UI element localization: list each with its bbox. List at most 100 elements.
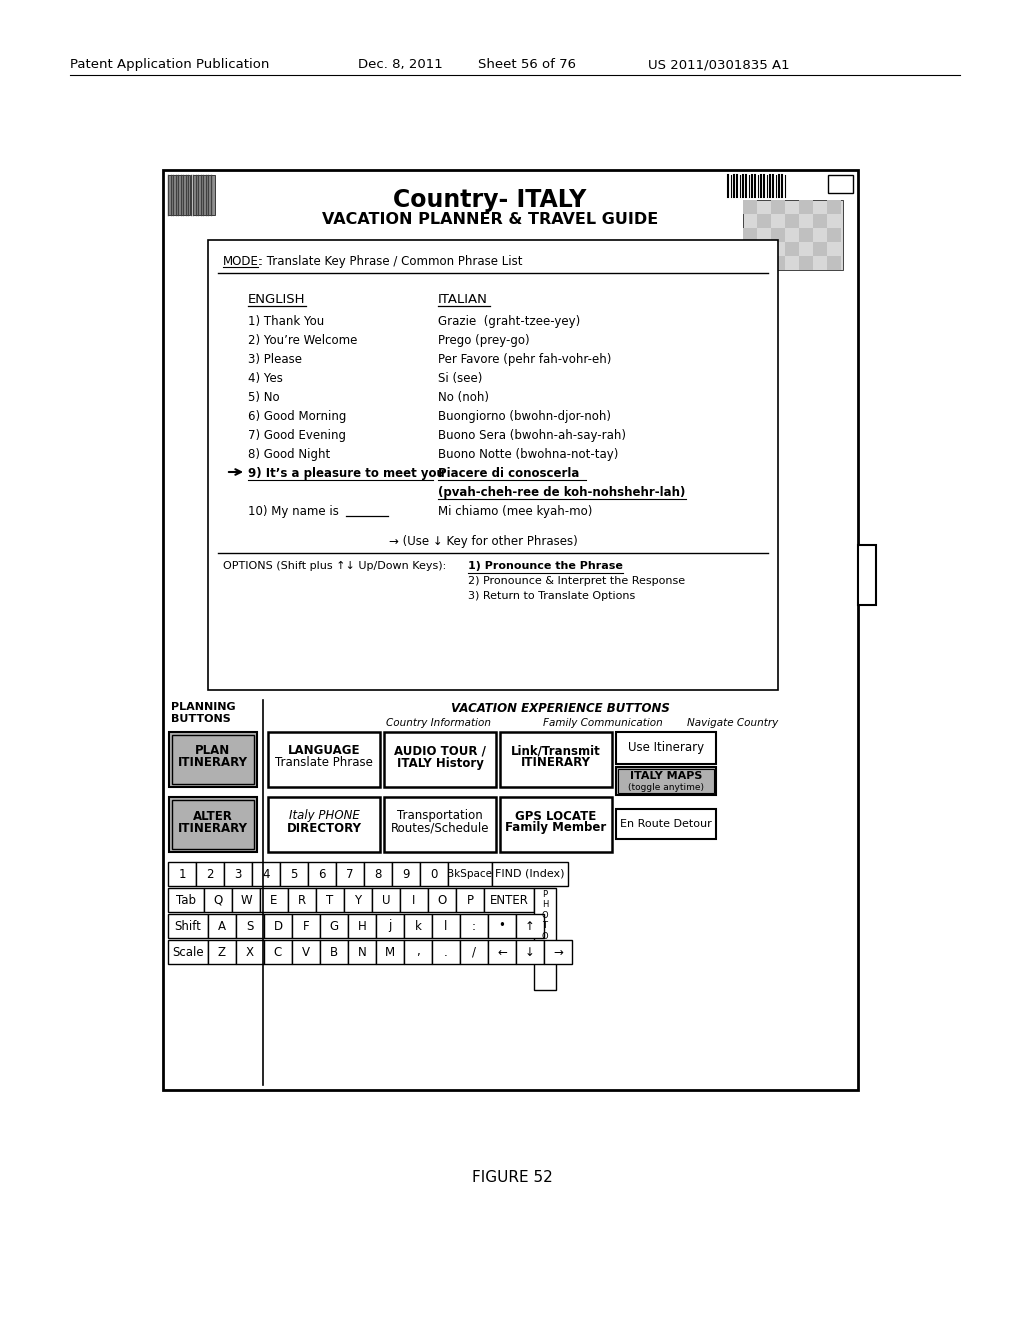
Bar — [208, 913, 236, 939]
Text: G: G — [330, 920, 339, 932]
Bar — [193, 176, 215, 215]
Bar — [828, 176, 853, 193]
Text: ALTER: ALTER — [194, 809, 232, 822]
Text: Per Favore (pehr fah-vohr-eh): Per Favore (pehr fah-vohr-eh) — [438, 352, 611, 366]
Bar — [319, 940, 348, 964]
Bar — [168, 176, 190, 215]
Text: Buono Sera (bwohn-ah-say-rah): Buono Sera (bwohn-ah-say-rah) — [438, 429, 626, 442]
Bar — [268, 733, 380, 787]
Text: PLANNING: PLANNING — [171, 702, 236, 711]
Bar — [460, 940, 488, 964]
Bar — [544, 940, 572, 964]
Bar — [232, 888, 260, 912]
Bar — [236, 913, 264, 939]
Bar — [456, 888, 484, 912]
Bar — [376, 940, 404, 964]
Bar — [534, 888, 556, 990]
Text: 1) Pronounce the Phrase: 1) Pronounce the Phrase — [468, 561, 623, 572]
Bar — [364, 862, 392, 886]
Bar — [785, 214, 799, 228]
Text: Z: Z — [218, 945, 226, 958]
Bar — [449, 862, 492, 886]
Text: Si (see): Si (see) — [438, 372, 482, 385]
Bar — [799, 256, 813, 271]
Text: •: • — [499, 920, 506, 932]
Text: VACATION PLANNER & TRAVEL GUIDE: VACATION PLANNER & TRAVEL GUIDE — [322, 213, 658, 227]
Text: 3) Return to Translate Options: 3) Return to Translate Options — [468, 591, 635, 601]
Text: 6) Good Morning: 6) Good Morning — [248, 411, 346, 422]
Bar — [292, 913, 319, 939]
Bar — [292, 940, 319, 964]
Text: Sheet 56 of 76: Sheet 56 of 76 — [478, 58, 575, 71]
Bar — [432, 940, 460, 964]
Bar — [771, 256, 785, 271]
Bar — [208, 940, 236, 964]
Bar — [384, 733, 496, 787]
Text: 1: 1 — [178, 867, 185, 880]
Text: ENGLISH: ENGLISH — [248, 293, 305, 306]
Text: X: X — [246, 945, 254, 958]
Text: ↑: ↑ — [525, 920, 535, 932]
Bar — [264, 940, 292, 964]
Bar — [348, 913, 376, 939]
Text: 3) Please: 3) Please — [248, 352, 302, 366]
Bar — [196, 862, 224, 886]
Text: 9: 9 — [402, 867, 410, 880]
Bar — [308, 862, 336, 886]
Bar — [224, 862, 252, 886]
Text: 7) Good Evening: 7) Good Evening — [248, 429, 346, 442]
Text: A: A — [218, 920, 226, 932]
Text: Country Information: Country Information — [385, 718, 490, 729]
Bar — [169, 797, 257, 851]
Text: I: I — [413, 894, 416, 907]
Text: Tab: Tab — [176, 894, 196, 907]
Text: Use Itinerary: Use Itinerary — [628, 742, 705, 755]
Text: ↓: ↓ — [525, 945, 535, 958]
Text: Family Member: Family Member — [506, 821, 606, 834]
Text: ITINERARY: ITINERARY — [178, 756, 248, 770]
Text: (toggle anytime): (toggle anytime) — [628, 784, 705, 792]
Text: Q: Q — [213, 894, 222, 907]
Bar — [372, 888, 400, 912]
Bar — [384, 797, 496, 851]
Text: 1) Thank You: 1) Thank You — [248, 315, 325, 327]
Bar — [344, 888, 372, 912]
Text: j: j — [388, 920, 392, 932]
Text: .: . — [444, 945, 447, 958]
Text: D: D — [273, 920, 283, 932]
Bar — [827, 256, 841, 271]
Bar — [460, 913, 488, 939]
Bar — [858, 545, 876, 605]
Text: Translate Phrase: Translate Phrase — [275, 756, 373, 770]
Bar — [420, 862, 449, 886]
Text: ITINERARY: ITINERARY — [178, 821, 248, 834]
Text: Mi chiamo (mee kyah-mo): Mi chiamo (mee kyah-mo) — [438, 506, 592, 517]
Bar — [743, 256, 757, 271]
Text: 9) It’s a pleasure to meet you: 9) It’s a pleasure to meet you — [248, 467, 444, 480]
Text: ←: ← — [497, 945, 507, 958]
Text: 4: 4 — [262, 867, 269, 880]
Bar — [516, 913, 544, 939]
Text: ITALY MAPS: ITALY MAPS — [630, 771, 702, 781]
Text: No (noh): No (noh) — [438, 391, 489, 404]
Bar — [757, 214, 771, 228]
Bar — [432, 913, 460, 939]
Text: Prego (prey-go): Prego (prey-go) — [438, 334, 529, 347]
Bar — [516, 940, 544, 964]
Text: GPS LOCATE: GPS LOCATE — [515, 809, 597, 822]
Bar — [172, 735, 254, 784]
Bar — [316, 888, 344, 912]
Bar — [488, 940, 516, 964]
Text: Shift: Shift — [174, 920, 202, 932]
Text: ITINERARY: ITINERARY — [521, 756, 591, 770]
Bar — [428, 888, 456, 912]
Text: FIGURE 52: FIGURE 52 — [472, 1170, 552, 1185]
Text: Scale: Scale — [172, 945, 204, 958]
Text: E: E — [270, 894, 278, 907]
Bar — [168, 913, 208, 939]
Text: FIND (Index): FIND (Index) — [496, 869, 565, 879]
Text: ITALIAN: ITALIAN — [438, 293, 487, 306]
Text: →: → — [553, 945, 563, 958]
Text: H: H — [357, 920, 367, 932]
Text: Buongiorno (bwohn-djor-noh): Buongiorno (bwohn-djor-noh) — [438, 411, 611, 422]
